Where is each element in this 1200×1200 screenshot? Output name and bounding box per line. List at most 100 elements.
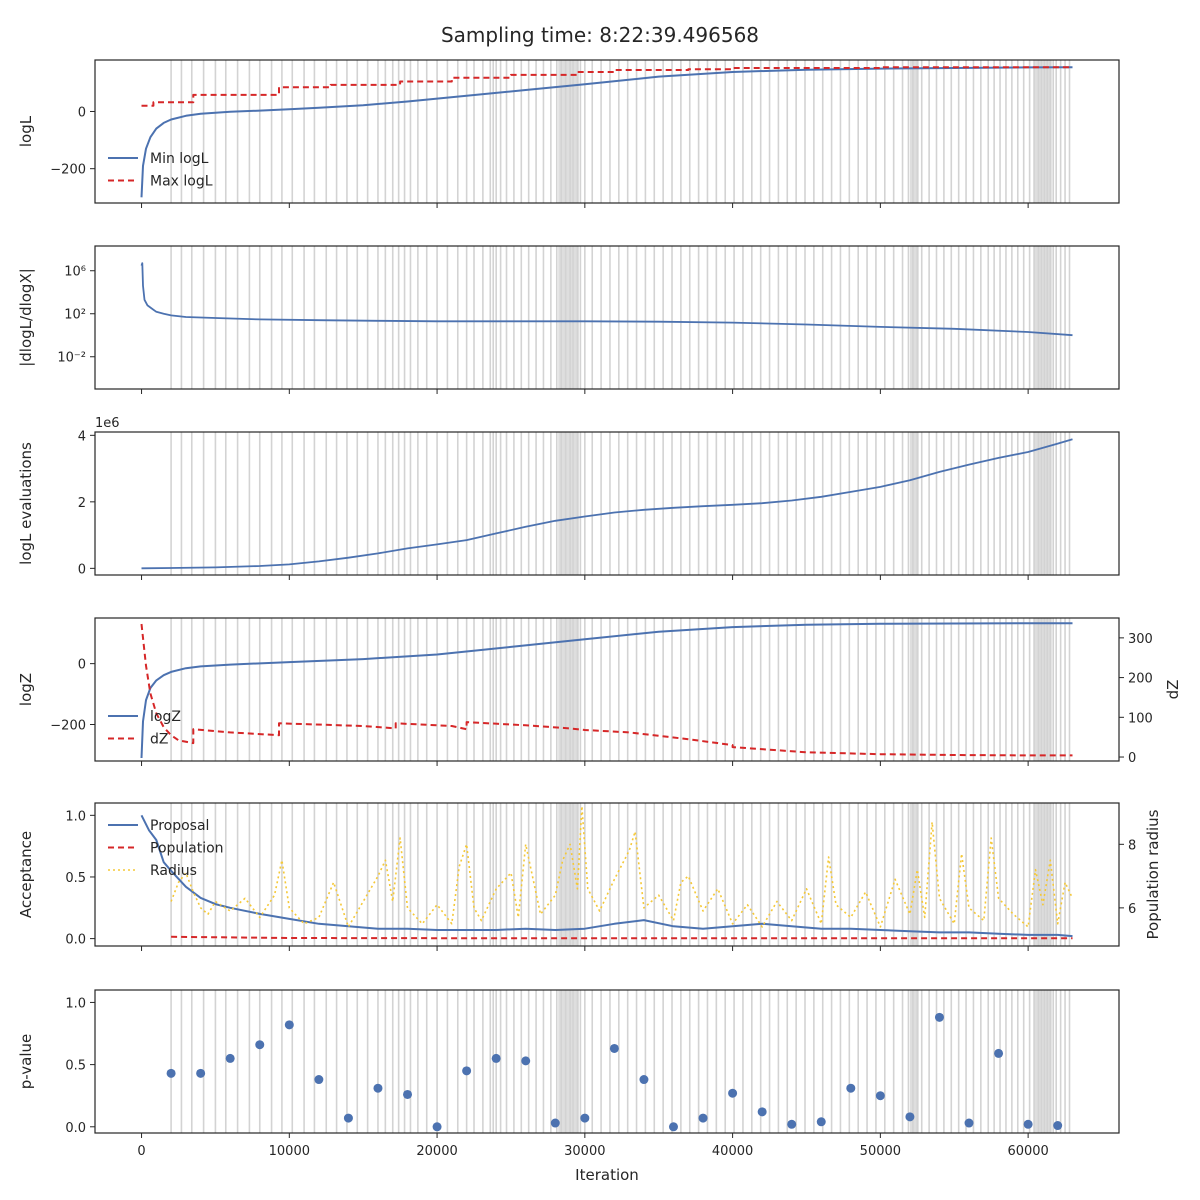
series-group bbox=[140, 262, 1073, 337]
panel-4: −200 0 0 100 200 300 logZ dZ logZ dZ bbox=[17, 617, 1182, 766]
panel-frame bbox=[94, 989, 1120, 1134]
figure-title: Sampling time: 8:22:39.496568 bbox=[441, 23, 759, 47]
y-tick-label: −200 bbox=[50, 718, 86, 733]
scatter-point bbox=[432, 1122, 442, 1132]
shading-band bbox=[909, 618, 919, 761]
y-right-tick-label: 300 bbox=[1128, 632, 1153, 647]
legend: logZ dZ bbox=[108, 709, 181, 748]
shading-band bbox=[909, 803, 919, 946]
scatter-point bbox=[314, 1075, 324, 1085]
scatter-point bbox=[521, 1056, 531, 1066]
y-tick-label: 1.0 bbox=[65, 996, 86, 1011]
x-tick-label: 60000 bbox=[1007, 1144, 1048, 1159]
y-tick-label: 10⁶ bbox=[64, 265, 86, 280]
shading-band bbox=[909, 432, 919, 575]
scatter-point bbox=[846, 1083, 856, 1093]
series-line-main bbox=[141, 438, 1073, 570]
scatter-point bbox=[905, 1112, 915, 1122]
series-group bbox=[140, 805, 1074, 940]
y-tick-label: 0.0 bbox=[65, 1121, 86, 1136]
scatter-point bbox=[343, 1113, 353, 1123]
scatter-point bbox=[728, 1088, 738, 1098]
shading-band bbox=[1034, 432, 1052, 575]
scatter-point bbox=[491, 1053, 501, 1063]
x-tick-label: 30000 bbox=[564, 1144, 605, 1159]
legend-label: Radius bbox=[150, 863, 197, 879]
y-tick-label: 0.0 bbox=[65, 933, 86, 948]
panel-frame bbox=[94, 617, 1120, 762]
scatter-point bbox=[1053, 1121, 1063, 1131]
y-right-tick-label: 6 bbox=[1128, 902, 1136, 917]
scatter-point bbox=[284, 1020, 294, 1030]
y-axis-label: Acceptance bbox=[17, 831, 35, 918]
panel-frame bbox=[94, 59, 1120, 204]
x-tick-label: 40000 bbox=[712, 1144, 753, 1159]
legend: Min logL Max logL bbox=[108, 151, 213, 190]
x-tick-label: 0 bbox=[137, 1144, 145, 1159]
y-tick-label: 4 bbox=[78, 429, 86, 444]
scatter-point bbox=[580, 1113, 590, 1123]
scatter-point bbox=[639, 1075, 649, 1085]
y-tick-label: 0.5 bbox=[65, 871, 86, 886]
legend-label: dZ bbox=[150, 732, 168, 748]
scatter-point bbox=[757, 1107, 767, 1117]
shading-band bbox=[1034, 60, 1052, 203]
x-tick-label: 20000 bbox=[416, 1144, 457, 1159]
series-group bbox=[140, 66, 1073, 198]
series-line-max-logl bbox=[141, 66, 1073, 107]
series-group bbox=[166, 1012, 1063, 1132]
series-line-main bbox=[140, 262, 1073, 337]
y-axis-label: |dlogL/dlogX| bbox=[17, 268, 35, 367]
scatter-point bbox=[550, 1118, 560, 1128]
scatter-point bbox=[462, 1066, 472, 1076]
y-right-tick-label: 8 bbox=[1128, 838, 1136, 853]
x-tick-label: 10000 bbox=[269, 1144, 310, 1159]
scatter-point bbox=[875, 1091, 885, 1101]
shading-group bbox=[170, 432, 1071, 575]
scatter-point bbox=[668, 1122, 678, 1132]
y-right-tick-label: 200 bbox=[1128, 672, 1153, 687]
panel-5: 0.0 0.5 1.0 6 8 Acceptance Population radius Pr… bbox=[17, 802, 1162, 951]
shading-group bbox=[170, 246, 1071, 389]
y-axis-label: p-value bbox=[17, 1034, 35, 1090]
series-line-radius bbox=[170, 805, 1074, 928]
x-tick-label: 50000 bbox=[860, 1144, 901, 1159]
panel-3: 0 2 4 1e6 logL evaluations bbox=[17, 416, 1120, 580]
shading-band bbox=[1034, 618, 1052, 761]
legend-label: logZ bbox=[150, 709, 181, 725]
scatter-point bbox=[698, 1113, 708, 1123]
shading-band bbox=[1034, 246, 1052, 389]
scatter-point bbox=[934, 1012, 944, 1022]
legend-label: Population bbox=[150, 841, 224, 857]
y-tick-label: −200 bbox=[50, 163, 86, 178]
y-axis-label: logL evaluations bbox=[17, 442, 35, 565]
legend-label: Proposal bbox=[150, 818, 209, 834]
shading-group bbox=[170, 803, 1071, 946]
scatter-point bbox=[609, 1043, 619, 1053]
series-line-population bbox=[171, 935, 1073, 940]
scatter-point bbox=[255, 1040, 265, 1050]
scatter-point bbox=[403, 1089, 413, 1099]
panel-6: 0 10000 20000 30000 40000 50000 60000 0.0 0.5 1.0… bbox=[17, 989, 1120, 1159]
y-tick-label: 0 bbox=[78, 105, 86, 120]
legend-label: Max logL bbox=[150, 174, 213, 190]
shading-band bbox=[909, 246, 919, 389]
panel-frame bbox=[94, 245, 1120, 390]
series-line-min-logl bbox=[140, 66, 1073, 198]
y-tick-label: 0.5 bbox=[65, 1059, 86, 1074]
y-tick-label: 10² bbox=[64, 308, 86, 323]
scatter-point bbox=[1023, 1119, 1033, 1129]
x-axis-label: Iteration bbox=[575, 1166, 639, 1184]
scatter-point bbox=[166, 1068, 176, 1078]
shading-group bbox=[170, 618, 1071, 761]
y-right-tick-label: 0 bbox=[1128, 751, 1136, 766]
y-tick-label: 0 bbox=[78, 658, 86, 673]
scatter-point bbox=[964, 1118, 974, 1128]
y-tick-label: 1.0 bbox=[65, 809, 86, 824]
shading-band bbox=[909, 60, 919, 203]
scatter-point bbox=[816, 1117, 826, 1127]
panel-2: 10⁻² 10² 10⁶ |dlogL/dlogX| bbox=[17, 245, 1120, 394]
series-group bbox=[141, 438, 1073, 570]
scatter-point bbox=[196, 1068, 206, 1078]
